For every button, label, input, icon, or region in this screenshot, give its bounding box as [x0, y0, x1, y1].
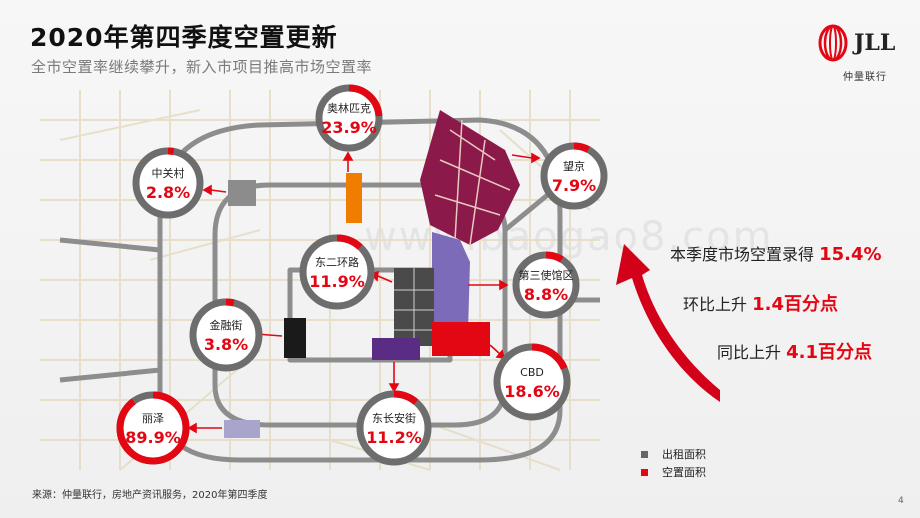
donut-vacant-arc-finance	[189, 298, 263, 372]
donut-embassy3: 第三使馆区 8.8%	[512, 251, 580, 319]
legend-vacant: 空置面积	[641, 464, 706, 480]
donut-label-embassy3: 第三使馆区	[519, 268, 574, 282]
donut-vacant-arc-zhongguancun	[132, 147, 204, 219]
donut-label-olympic: 奥林匹克	[327, 101, 371, 115]
page-subtitle: 全市空置率继续攀升，新入市项目推高市场空置率	[31, 58, 373, 76]
lize-zone	[224, 420, 260, 438]
donut-wangjing: 望京 7.9%	[540, 142, 608, 210]
donut-value-dongchangan: 11.2%	[366, 428, 422, 447]
donut-vacant-arc-east2ring	[299, 234, 375, 310]
finance-zone	[284, 318, 306, 358]
donut-label-dongchangan: 东长安街	[372, 411, 416, 425]
legend-leased: 出租面积	[641, 446, 706, 462]
donut-label-finance: 金融街	[210, 318, 243, 332]
donut-dongchangan: 东长安街 11.2%	[356, 390, 432, 466]
stat-yoy-value: 4.1百分点	[786, 342, 872, 363]
donut-label-cbd: CBD	[520, 366, 544, 379]
district-zones	[224, 110, 520, 438]
olympic-zone	[346, 173, 362, 223]
donut-olympic: 奥林匹克 23.9%	[315, 84, 383, 152]
donut-label-east2ring: 东二环路	[315, 256, 359, 269]
stat-yoy: 同比上升 4.1百分点	[717, 338, 872, 364]
donut-vacant-arc-embassy3	[512, 251, 580, 319]
donut-label-zhongguancun: 中关村	[152, 166, 185, 180]
logo-text: JLL	[854, 30, 896, 56]
stat-qoq-value: 1.4百分点	[752, 294, 838, 315]
donut-vacant-arc-olympic	[315, 84, 383, 152]
wangjing-zone	[420, 110, 520, 245]
donut-value-embassy3: 8.8%	[524, 285, 568, 304]
donut-east2ring: 东二环路 11.9%	[299, 234, 375, 310]
jll-logo: JLL 仲量联行	[818, 24, 908, 84]
stat-vacancy-value: 15.4%	[819, 244, 882, 265]
legend-leased-swatch	[641, 450, 648, 458]
source-note: 来源：仲量联行，房地产资讯服务，2020年第四季度	[32, 490, 268, 501]
legend-vacant-swatch	[641, 468, 648, 476]
donut-value-wangjing: 7.9%	[552, 176, 596, 195]
dongchangan-zone	[372, 338, 420, 360]
donut-cbd: CBD 18.6%	[493, 343, 571, 421]
donut-lize: 丽泽 89.9%	[116, 391, 190, 465]
legend-leased-label: 出租面积	[662, 448, 706, 461]
stat-yoy-label: 同比上升	[717, 343, 782, 362]
donut-value-east2ring: 11.9%	[309, 272, 365, 291]
cbd-zone	[432, 322, 490, 356]
page-title: 2020年第四季度空置更新	[30, 23, 338, 52]
fourth-ring-road	[157, 117, 563, 463]
stat-vacancy-label: 本季度市场空置录得	[670, 245, 815, 264]
jll-ribbon-logo-icon	[818, 24, 848, 62]
donut-label-wangjing: 望京	[563, 159, 585, 173]
vacancy-donuts: 奥林匹克 23.9% 中关村 2.8% 望京 7.9% 东二环路 11.9% 第三使馆区 8.8%…	[116, 84, 608, 466]
logo-cn-text: 仲量联行	[843, 72, 887, 83]
stat-vacancy: 本季度市场空置录得 15.4%	[670, 241, 882, 265]
donut-value-finance: 3.8%	[204, 335, 248, 354]
donut-value-zhongguancun: 2.8%	[146, 183, 190, 202]
stat-qoq: 环比上升 1.4百分点	[683, 290, 838, 316]
donut-finance: 金融街 3.8%	[189, 298, 263, 372]
zhongguancun-zone	[228, 180, 256, 206]
donut-label-lize: 丽泽	[142, 412, 164, 425]
donut-value-cbd: 18.6%	[504, 382, 560, 401]
donut-vacant-arc-dongchangan	[356, 390, 432, 466]
donut-vacant-arc-wangjing	[540, 142, 608, 210]
donut-zhongguancun: 中关村 2.8%	[132, 147, 204, 219]
donut-value-olympic: 23.9%	[321, 118, 377, 137]
legend-vacant-label: 空置面积	[662, 466, 706, 479]
donut-vacant-arc-lize	[116, 391, 190, 465]
rising-arrow	[616, 244, 720, 402]
page-number: 4	[898, 496, 904, 506]
embassy-zone	[432, 232, 470, 332]
donut-vacant-arc-cbd	[493, 343, 571, 421]
stat-qoq-label: 环比上升	[683, 295, 748, 314]
donut-value-lize: 89.9%	[125, 428, 181, 447]
